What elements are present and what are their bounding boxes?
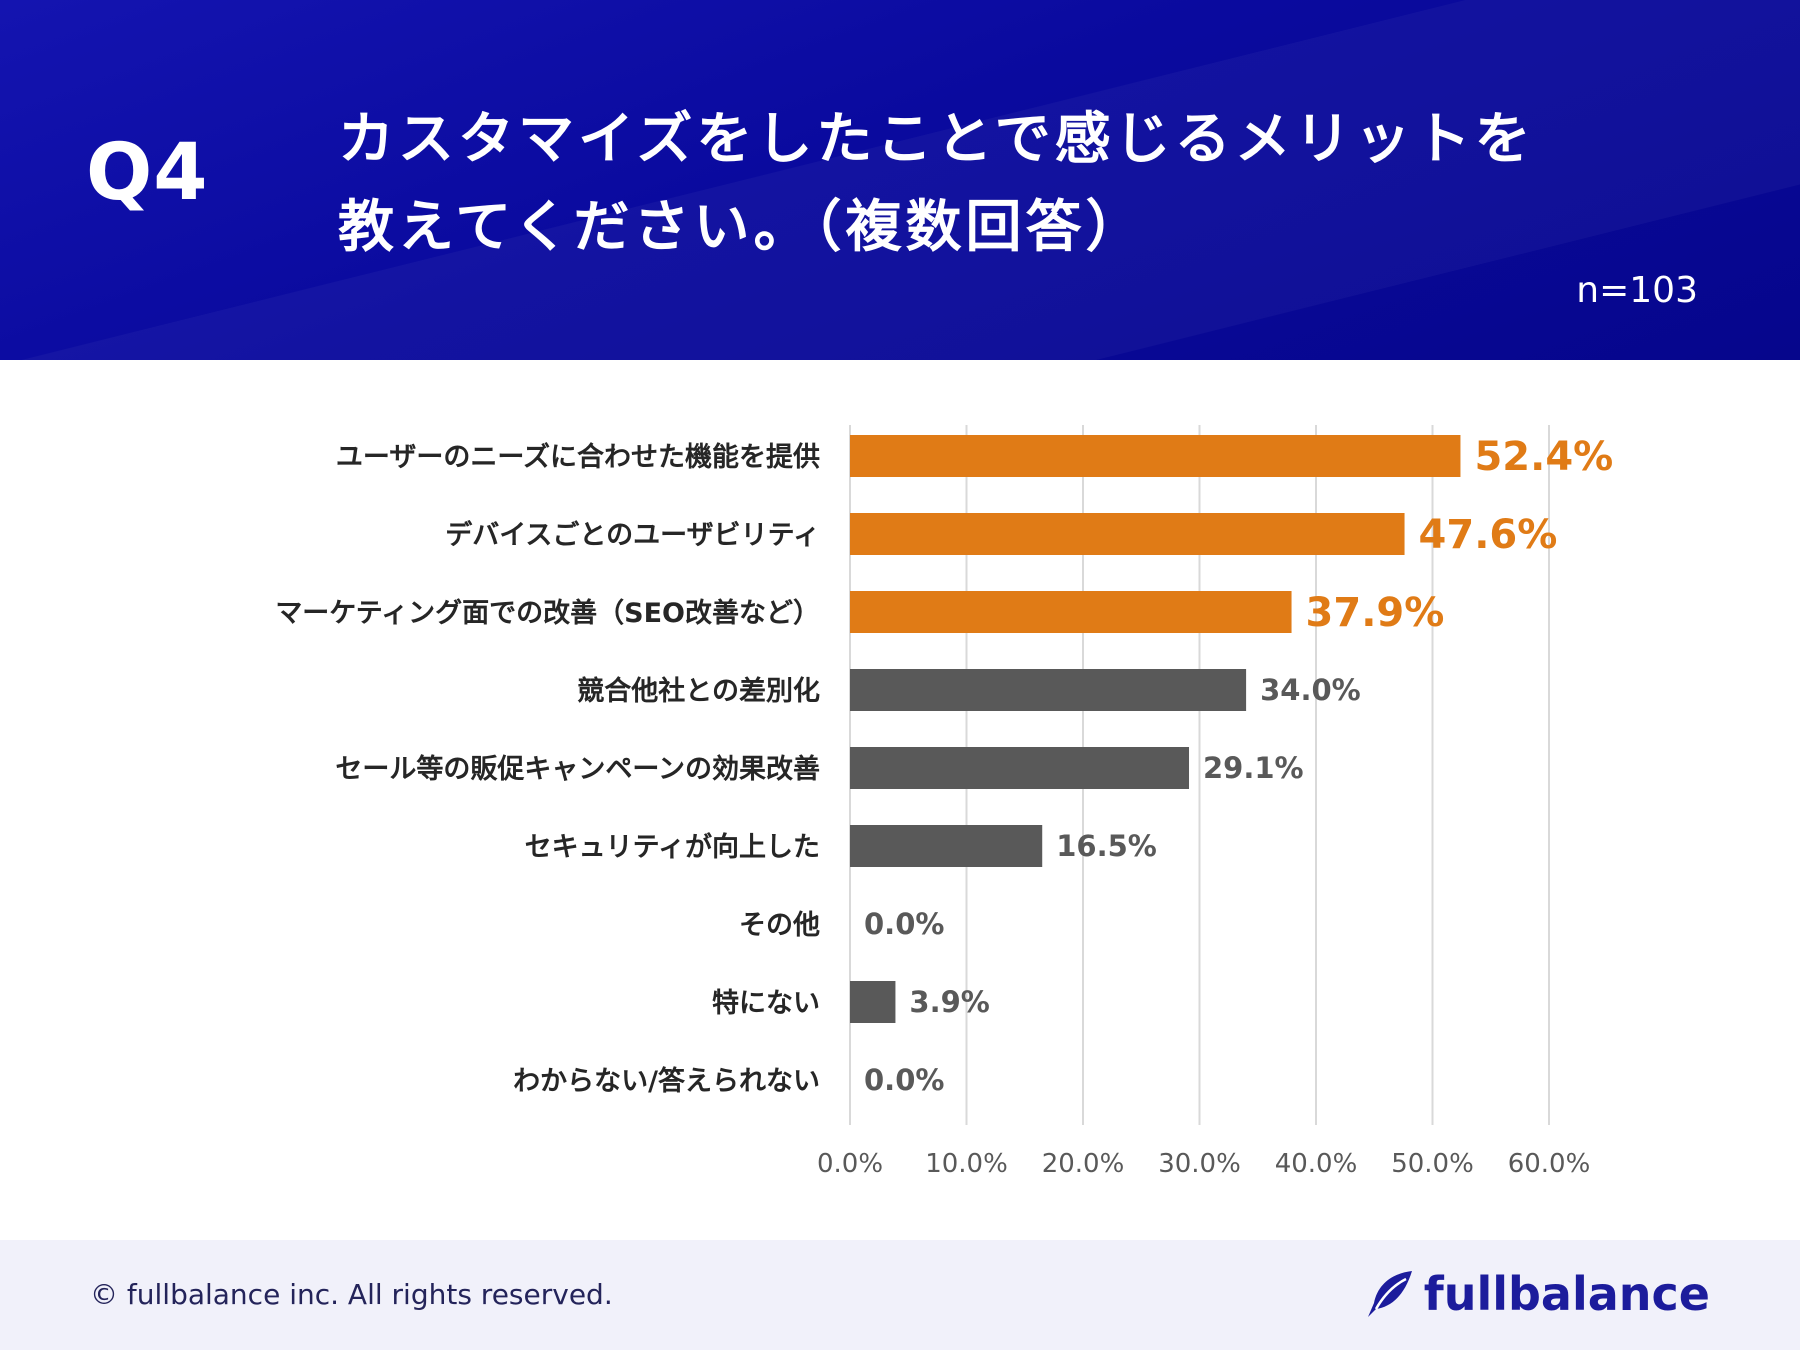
x-tick-label: 20.0%: [1042, 1149, 1125, 1179]
x-tick-label: 50.0%: [1391, 1149, 1474, 1179]
bar: [850, 981, 896, 1023]
data-label: 29.1%: [1203, 751, 1304, 785]
x-tick-label: 40.0%: [1275, 1149, 1358, 1179]
data-label: 3.9%: [909, 985, 989, 1019]
question-title: カスタマイズをしたことで感じるメリットを 教えてください。（複数回答）: [338, 96, 1658, 272]
question-number: Q4: [86, 128, 209, 218]
category-label: セキュリティが向上した: [525, 831, 820, 863]
bar: [850, 591, 1292, 633]
brand-name: fullbalance: [1423, 1267, 1710, 1321]
data-label: 0.0%: [864, 907, 944, 941]
x-tick-label: 0.0%: [817, 1149, 883, 1179]
x-tick-label: 10.0%: [925, 1149, 1008, 1179]
bar: [850, 825, 1043, 867]
category-label: 競合他社との差別化: [577, 675, 820, 707]
bar: [850, 669, 1247, 711]
category-label: デバイスごとのユーザビリティ: [445, 519, 820, 551]
brand-logo: fullbalance: [1366, 1262, 1710, 1326]
feather-logo-icon: [1367, 1271, 1412, 1317]
bar: [850, 435, 1461, 477]
x-tick-label: 60.0%: [1508, 1149, 1591, 1179]
data-label: 0.0%: [864, 1063, 944, 1097]
x-tick-label: 30.0%: [1158, 1149, 1241, 1179]
data-label: 52.4%: [1474, 434, 1613, 480]
category-label: わからない/答えられない: [513, 1065, 820, 1097]
copyright-text: © fullbalance inc. All rights reserved.: [90, 1278, 613, 1311]
question-title-line-1: カスタマイズをしたことで感じるメリットを: [338, 107, 1535, 172]
header-banner: Q4 カスタマイズをしたことで感じるメリットを 教えてください。（複数回答） n…: [0, 0, 1800, 360]
category-label: セール等の販促キャンペーンの効果改善: [335, 753, 820, 785]
category-label: 特にない: [712, 988, 820, 1019]
chart-area: 0.0% 10.0% 20.0% 30.0% 40.0% 50.0% 60.0% ユーザーのニ…: [0, 360, 1800, 1240]
bar: [850, 513, 1405, 555]
data-label: 34.0%: [1260, 673, 1361, 707]
bar: [850, 747, 1190, 789]
category-label: マーケティング面での改善（SEO改善など）: [275, 597, 820, 629]
bar-chart: 0.0% 10.0% 20.0% 30.0% 40.0% 50.0% 60.0% ユーザーのニ…: [275, 425, 1613, 1179]
question-title-line-2: 教えてください。（複数回答）: [338, 195, 1146, 260]
footer: © fullbalance inc. All rights reserved. …: [0, 1240, 1800, 1350]
data-label: 47.6%: [1419, 512, 1558, 558]
sample-size: n=103: [1576, 270, 1698, 311]
category-label: ユーザーのニーズに合わせた機能を提供: [336, 441, 820, 473]
data-label: 37.9%: [1306, 590, 1445, 636]
category-label: その他: [739, 910, 820, 941]
data-label: 16.5%: [1056, 829, 1157, 863]
